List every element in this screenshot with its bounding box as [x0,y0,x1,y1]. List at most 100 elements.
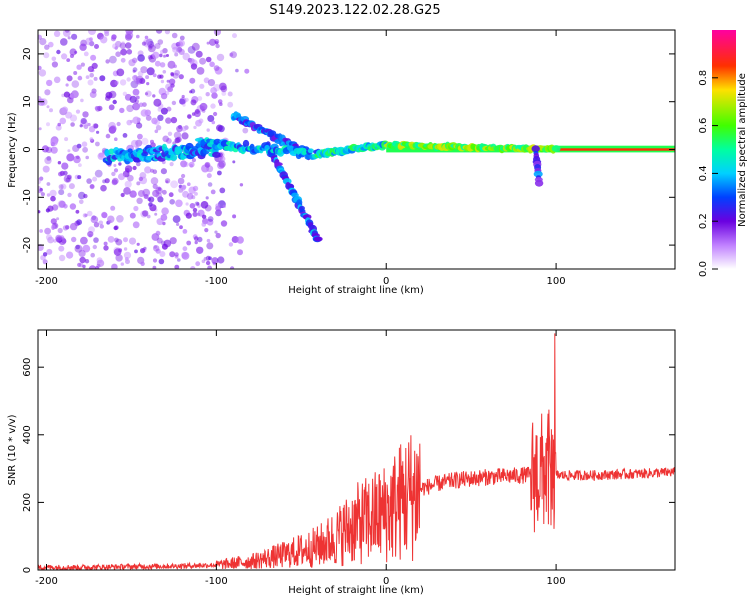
spectrogram-noise-blob [222,204,226,208]
spectrogram-noise-blob [65,111,73,119]
spectrogram-noise-blob [59,117,67,125]
spectrogram-noise-blob [160,49,165,55]
spectrogram-noise-blob [38,34,42,40]
spectrogram-noise-blob [206,218,214,226]
spectrogram-noise-blob [92,176,98,182]
x-tick-label: -100 [205,576,228,587]
spectrogram-noise-blob [244,68,250,74]
spectrogram-noise-blob [161,207,169,215]
spectrogram-noise-blob [80,62,85,67]
spectrogram-noise-blob [51,204,59,211]
spectrogram-noise-blob [216,53,225,62]
spectrogram-noise-blob [204,161,211,168]
carrier-core [556,148,675,151]
spectrogram-noise-blob [169,162,174,167]
spectrogram-noise-blob [58,245,65,252]
spectrogram-noise-blob [168,78,176,85]
spectrogram-noise-blob [92,244,98,250]
spectrogram-noise-blob [39,188,43,192]
spectrogram-noise-blob [135,95,140,100]
spectrogram-noise-blob [61,162,67,168]
spectrogram-noise-blob [140,109,149,117]
spectrogram-noise-blob [180,185,186,191]
spectrogram-noise-blob [169,251,176,258]
spectrogram-noise-blob [192,185,199,192]
spectrogram-noise-blob [183,161,189,167]
spectrogram-noise-blob [90,215,99,224]
spectrogram-noise-blob [120,192,125,198]
spectrogram-noise-blob [207,115,215,122]
spectrogram-noise-blob [108,104,115,111]
spectrogram-noise-blob [107,219,112,224]
spectrogram-signal-blob [274,162,283,167]
spectrogram-noise-blob [144,35,149,40]
spectrogram-signal-blob [304,153,311,160]
spectrogram-noise-blob [157,114,164,122]
spectrogram-noise-blob [228,242,234,247]
spectrogram-noise-blob [44,89,51,96]
spectrogram-noise-blob [82,146,88,153]
spectrogram-noise-blob [95,141,100,147]
spectrogram-noise-blob [88,234,93,238]
spectrogram-noise-blob [55,124,62,131]
spectrogram-noise-blob [174,252,179,257]
spectrogram-noise-blob [181,173,186,179]
spectrogram-noise-blob [134,249,138,254]
spectrogram-noise-blob [39,176,44,181]
spectrogram-noise-blob [73,71,78,75]
spectrogram-noise-blob [136,75,144,84]
spectrogram-noise-blob [78,163,82,168]
spectrogram-noise-blob [236,236,244,244]
spectrogram-noise-blob [148,202,153,207]
spectrogram-noise-blob [38,244,44,251]
spectrogram-noise-blob [154,43,161,49]
spectrogram-noise-blob [154,60,161,67]
spectrogram-noise-blob [124,165,133,173]
spectrogram-noise-blob [196,67,205,75]
spectrogram-noise-blob [86,210,93,217]
spectrogram-noise-blob [186,240,192,246]
x-tick-label: 0 [383,576,389,587]
spectrogram-noise-blob [96,263,101,268]
spectrogram-noise-blob [232,160,236,164]
spectrogram-noise-blob [178,74,184,80]
spectrogram-noise-blob [181,94,185,99]
spectrogram-noise-blob [46,182,51,186]
spectrogram-noise-blob [38,127,42,131]
spectrogram-noise-blob [153,245,160,252]
snr-y-axis-label: SNR (10 * v/v) [7,414,18,485]
spectrogram-noise-blob [219,187,226,194]
spectrogram-noise-blob [38,210,41,214]
spectrogram-noise-blob [118,248,123,253]
spectrogram-noise-blob [194,192,198,196]
spectrogram-noise-blob [215,203,221,209]
snr-frame [37,329,676,571]
spectrogram-noise-blob [114,46,118,50]
spectrogram-noise-blob [195,119,202,127]
spectrogram-noise-blob [167,86,174,93]
spectrogram-noise-blob [202,109,206,113]
spectrogram-noise-blob [147,40,155,48]
spectrogram-noise-blob [82,111,89,118]
spectrogram-noise-blob [160,79,165,84]
spectrogram-noise-blob [230,266,235,269]
spectrogram-noise-blob [153,245,158,249]
spectrogram-noise-blob [119,42,127,50]
spectrogram-noise-blob [211,92,218,99]
spectrogram-noise-blob [128,59,136,67]
spectrogram-noise-blob [197,96,203,101]
spectrogram-noise-blob [89,41,95,47]
spectrogram-noise-blob [145,115,152,121]
spectrogram-noise-blob [157,39,164,45]
spectrogram-noise-blob [158,258,165,265]
spectrogram-noise-blob [42,165,50,173]
spectrogram-noise-blob [166,79,170,83]
spectrogram-noise-blob [213,111,218,117]
spectrogram-noise-blob [103,241,108,246]
spectrogram-noise-blob [132,191,136,196]
spectrogram-noise-blob [227,101,234,108]
spectrogram-noise-blob [85,155,89,160]
spectrogram-noise-blob [147,44,156,53]
y-tick-label: 0 [22,567,33,573]
spectrogram-noise-blob [175,199,183,208]
